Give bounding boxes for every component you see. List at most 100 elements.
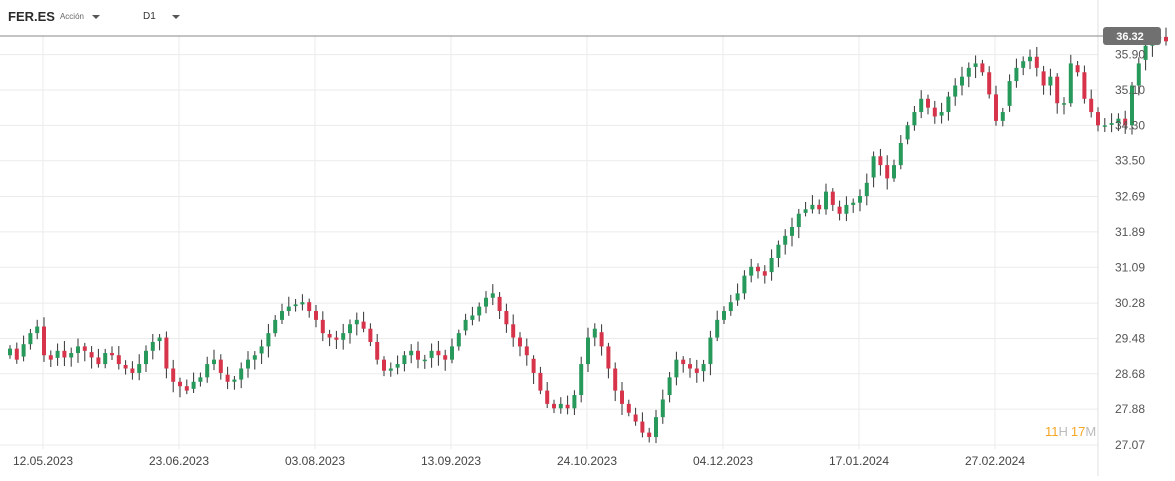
candle: [463, 313, 468, 336]
candle: [1102, 117, 1107, 133]
candle-body-down: [633, 414, 638, 422]
candle: [320, 311, 325, 342]
x-tick-label: 23.06.2023: [149, 454, 209, 468]
candle-body-up: [1068, 63, 1073, 104]
symbol-name: FER.ES: [8, 9, 55, 24]
candle-body-up: [708, 337, 713, 365]
candle-body-up: [463, 319, 468, 331]
candle: [1164, 27, 1168, 46]
countdown-minutes: 17: [1071, 424, 1085, 439]
candle: [885, 155, 890, 190]
candle: [252, 351, 257, 370]
candle: [35, 319, 40, 340]
candle-body-up: [409, 350, 414, 356]
candle: [878, 148, 883, 176]
candle: [307, 298, 312, 318]
candle: [545, 382, 550, 409]
candle: [504, 303, 509, 333]
candle: [103, 348, 108, 369]
candle: [1075, 61, 1080, 77]
candle-body-up: [246, 359, 250, 369]
y-tick-label: 34.30: [1115, 118, 1145, 132]
candle: [871, 151, 876, 188]
candle: [110, 346, 114, 361]
candle: [919, 90, 924, 119]
candle-body-down: [184, 386, 189, 391]
candle: [354, 312, 359, 336]
candle-body-up: [558, 403, 563, 409]
candle-body-up: [293, 304, 298, 307]
candle: [613, 362, 618, 402]
candle-body-up: [592, 328, 597, 338]
candle: [796, 208, 801, 239]
timeframe-selector[interactable]: D1: [143, 11, 180, 22]
candle: [28, 328, 33, 350]
candle-body-down: [497, 296, 502, 312]
candle-body-up: [212, 359, 216, 365]
candle-body-down: [1123, 118, 1128, 126]
candle-body-down: [980, 63, 985, 73]
candle-body-up: [239, 368, 244, 380]
candle: [368, 323, 373, 347]
candle: [184, 379, 189, 395]
candle: [599, 324, 604, 356]
y-tick-label: 27.07: [1115, 438, 1145, 452]
candle-body-down: [164, 337, 169, 369]
y-tick-label: 27.88: [1115, 402, 1145, 416]
candle-body-up: [286, 306, 291, 312]
candle-body-up: [266, 333, 271, 347]
candle-body-down: [524, 346, 529, 356]
candle-body-up: [484, 297, 488, 307]
candle-body-up: [674, 359, 679, 378]
candle: [1089, 89, 1094, 118]
symbol-selector[interactable]: FER.ES Acción: [8, 9, 100, 24]
candle-body-down: [89, 352, 94, 358]
candle-body-down: [756, 266, 760, 272]
candle-body-down: [218, 359, 223, 373]
candle: [552, 399, 556, 414]
candle-body-up: [660, 399, 665, 418]
candle-body-down: [531, 358, 536, 373]
candle-body-up: [402, 355, 407, 365]
candle-body-up: [456, 333, 461, 347]
candle: [205, 356, 210, 383]
candle-body-up: [667, 377, 672, 396]
candle-body-up: [1062, 103, 1066, 105]
candle: [681, 356, 686, 373]
y-tick-label: 35.90: [1115, 48, 1145, 62]
candle-body-up: [864, 182, 869, 197]
candle-body-down: [565, 404, 570, 409]
candle: [1068, 54, 1073, 107]
candle-body-up: [905, 125, 910, 140]
candle: [436, 340, 441, 366]
candle: [484, 291, 488, 314]
candle: [905, 121, 910, 145]
x-tick-label: 13.09.2023: [421, 454, 481, 468]
candle: [626, 399, 631, 417]
candle-body-up: [579, 364, 584, 396]
candle-body-down: [62, 350, 67, 358]
candle-body-down: [817, 204, 822, 210]
candle-body-down: [123, 364, 128, 369]
candle: [1055, 73, 1060, 114]
candle-body-up: [21, 344, 26, 357]
candle-body-up: [1014, 67, 1019, 82]
candle-body-down: [375, 341, 380, 360]
candle-body-up: [946, 96, 951, 113]
candle-body-up: [76, 346, 80, 354]
y-tick-label: 35.10: [1115, 83, 1145, 97]
x-tick-label: 17.01.2024: [829, 454, 889, 468]
candle: [76, 338, 80, 363]
candle: [137, 354, 142, 381]
candle: [586, 327, 590, 373]
candle: [470, 306, 475, 326]
candle: [273, 315, 278, 337]
candle: [21, 335, 26, 362]
candle: [803, 202, 808, 217]
candle-body-down: [545, 390, 550, 404]
candle-body-down: [994, 94, 998, 121]
candle-body-up: [341, 333, 346, 340]
candle-body-down: [1089, 98, 1094, 113]
